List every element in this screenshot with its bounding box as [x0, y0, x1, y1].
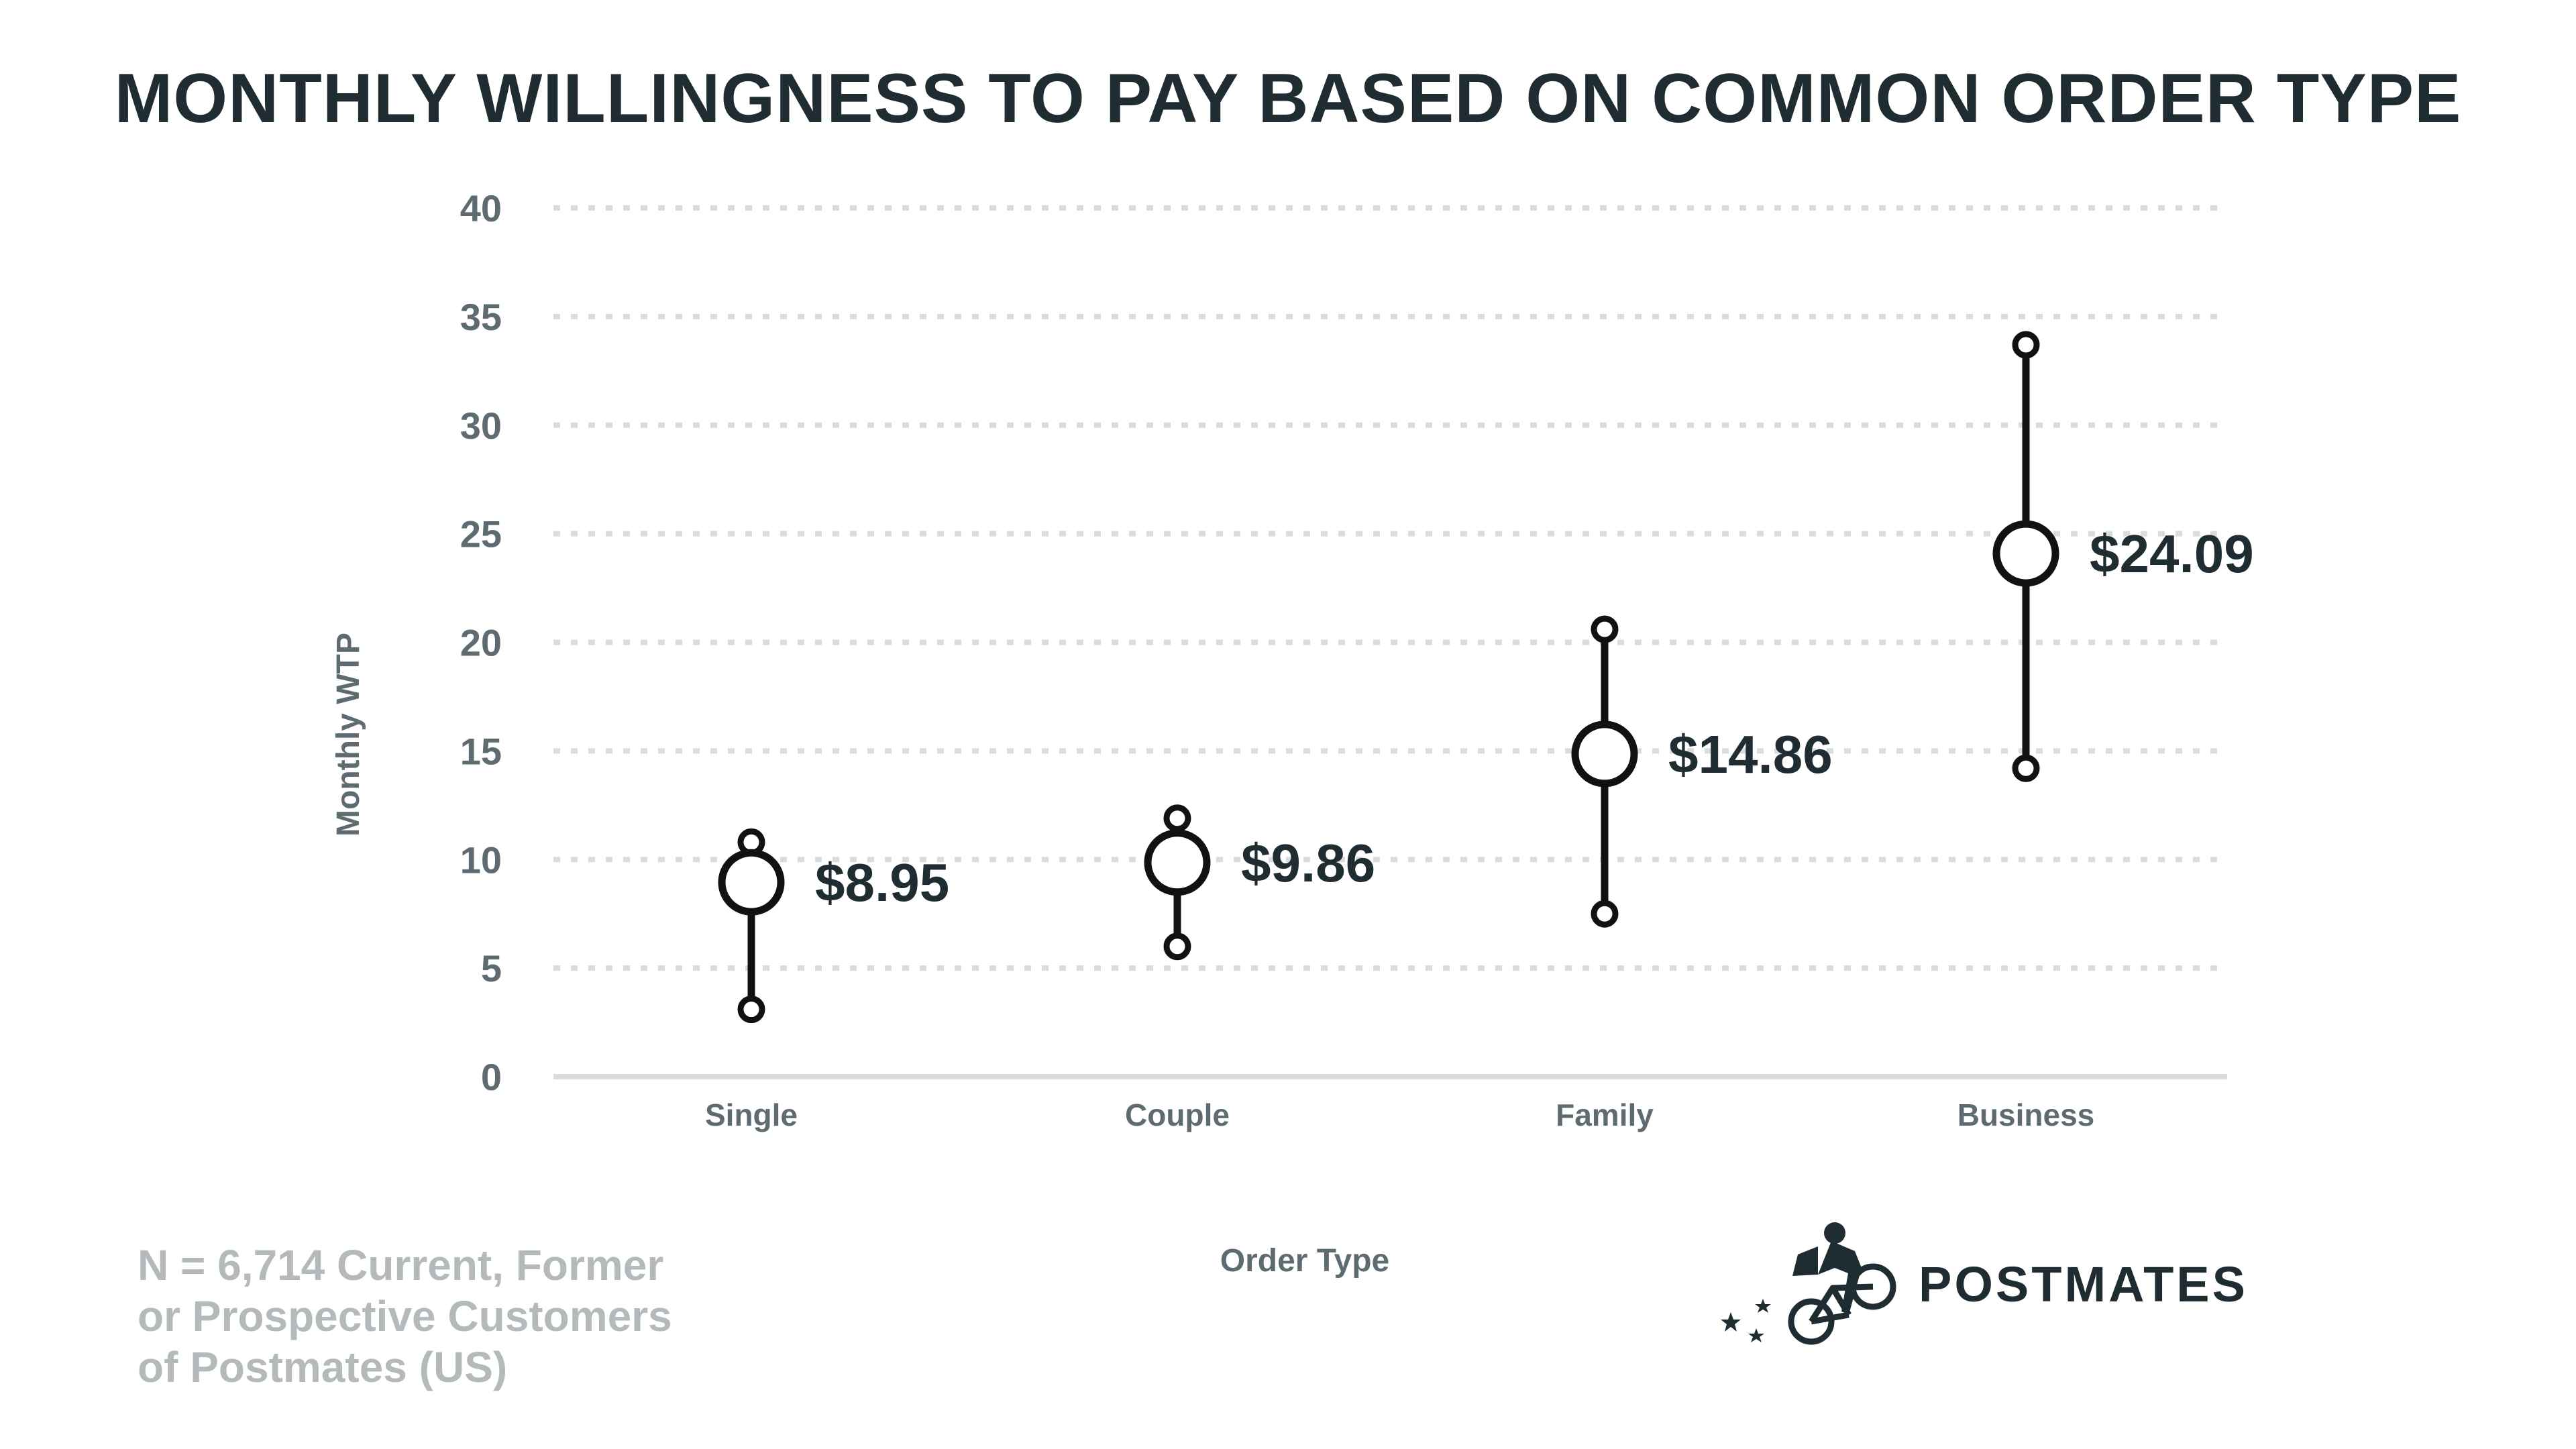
- mean-marker: [1992, 520, 2059, 587]
- lower-bound-marker: [1163, 932, 1191, 961]
- y-tick-label: 40: [460, 187, 502, 229]
- value-label: $24.09: [2090, 524, 2254, 584]
- data-point-single: $8.95: [718, 828, 949, 1024]
- mean-marker: [1144, 829, 1211, 896]
- data-point-business: $24.09: [1992, 331, 2254, 782]
- upper-bound-marker: [1591, 615, 1619, 643]
- y-tick-label: 35: [460, 296, 502, 338]
- x-category-label: Couple: [1125, 1097, 1230, 1132]
- value-label: $14.86: [1668, 724, 1833, 784]
- upper-bound-marker: [2012, 331, 2040, 359]
- gridlines: [553, 205, 2227, 971]
- data-marks: $8.95 $9.86 $14.86 $24.09: [718, 331, 2254, 1024]
- y-tick-label: 0: [481, 1056, 502, 1098]
- x-axis-title: Order Type: [1220, 1243, 1390, 1279]
- value-label: $8.95: [815, 853, 949, 912]
- y-tick-label: 30: [460, 405, 502, 447]
- data-point-couple: $9.86: [1144, 804, 1375, 961]
- x-axis-categories: Single Couple Family Business: [705, 1097, 2094, 1132]
- data-point-family: $14.86: [1571, 615, 1833, 928]
- footnote-line: N = 6,714 Current, Former: [138, 1241, 664, 1289]
- mean-marker: [1571, 720, 1638, 788]
- y-tick-label: 5: [481, 947, 502, 989]
- y-tick-label: 15: [460, 730, 502, 772]
- x-category-label: Business: [1957, 1097, 2095, 1132]
- mean-marker: [718, 849, 785, 916]
- x-category-label: Single: [705, 1097, 798, 1132]
- y-tick-label: 20: [460, 622, 502, 664]
- footnote-line: or Prospective Customers: [138, 1292, 672, 1340]
- value-label: $9.86: [1241, 833, 1375, 893]
- courier-on-bicycle-icon: [1721, 1222, 1896, 1345]
- brand-logo: POSTMATES: [1717, 1214, 2245, 1348]
- footnote-line: of Postmates (US): [138, 1343, 508, 1391]
- y-axis-title: Monthly WTP: [331, 633, 366, 837]
- x-category-label: Family: [1556, 1097, 1654, 1132]
- y-axis-ticks: 0 5 10 15 20 25 30 35 40: [460, 187, 502, 1098]
- lower-bound-marker: [2012, 754, 2040, 782]
- chart-title: MONTHLY WILLINGNESS TO PAY BASED ON COMM…: [114, 60, 2462, 138]
- y-tick-label: 10: [460, 839, 502, 881]
- y-tick-label: 25: [460, 513, 502, 555]
- lower-bound-marker: [737, 996, 765, 1024]
- sample-size-note: N = 6,714 Current, Former or Prospective…: [138, 1240, 741, 1393]
- brand-name: POSTMATES: [1919, 1256, 2248, 1312]
- lower-bound-marker: [1591, 900, 1619, 928]
- upper-bound-marker: [1163, 804, 1191, 833]
